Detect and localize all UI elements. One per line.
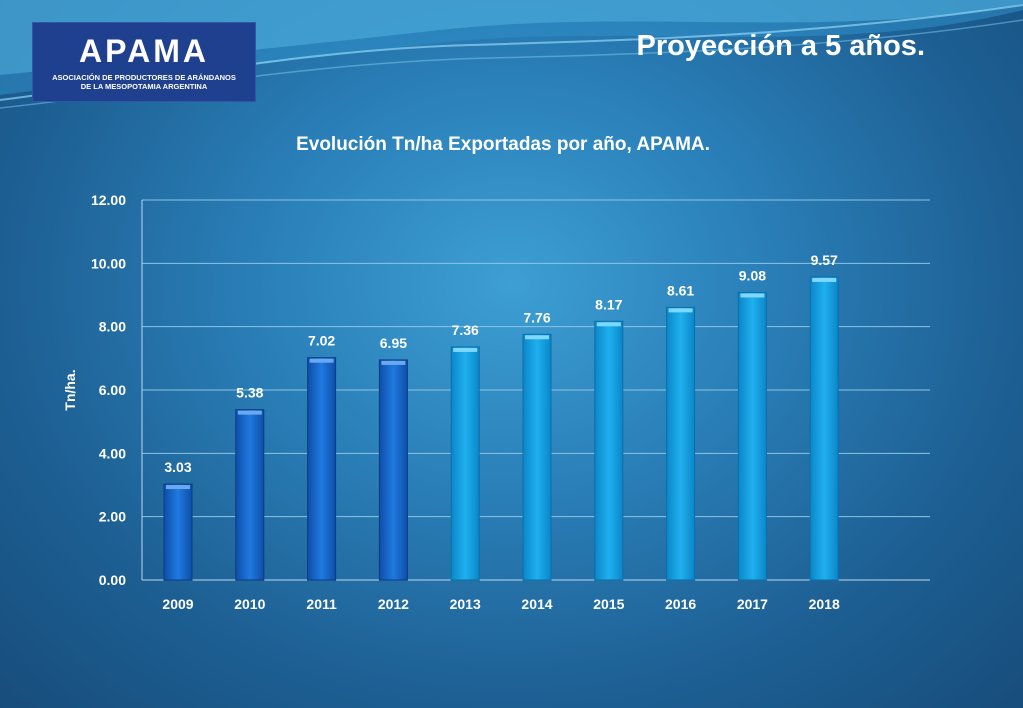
y-tick-label: 8.00 [99, 319, 126, 335]
bar-highlight [525, 335, 549, 340]
logo-wordmark: APAMA [79, 33, 209, 69]
bar [666, 306, 696, 581]
data-label: 7.02 [308, 333, 335, 349]
bar-highlight [740, 293, 765, 298]
bar-highlight [381, 360, 406, 365]
bar-highlight [812, 277, 837, 282]
y-tick-label: 4.00 [99, 445, 126, 461]
x-tick-label: 2011 [306, 596, 337, 612]
x-tick-label: 2010 [234, 596, 265, 612]
y-tick-label: 12.00 [91, 192, 126, 208]
bar [594, 320, 624, 581]
bar-highlight [166, 485, 190, 490]
bar [307, 357, 337, 581]
bar-highlight [453, 347, 478, 352]
x-tick-label: 2012 [378, 596, 409, 612]
y-tick-label: 10.00 [91, 255, 126, 271]
chart-title: Evolución Tn/ha Exportadas por año, APAM… [296, 134, 710, 155]
bar [163, 483, 193, 581]
x-tick-label: 2013 [450, 596, 481, 612]
x-tick-label: 2016 [665, 596, 696, 612]
bar-highlight [309, 358, 334, 363]
logo-tagline: ASOCIACIÓN DE PRODUCTORES DE ARÁNDANOS D… [33, 73, 255, 91]
bar [450, 346, 480, 581]
bar [737, 291, 767, 581]
data-label: 3.03 [164, 459, 191, 475]
x-tick-label: 2014 [521, 596, 552, 612]
y-tick-label: 2.00 [99, 509, 126, 525]
x-tick-label: 2015 [593, 596, 624, 612]
bar [378, 359, 408, 581]
data-label: 8.61 [667, 282, 694, 298]
data-label: 8.17 [595, 296, 622, 312]
y-axis-label: Tn/ha. [62, 369, 78, 410]
tick-labels: 0.00 2.00 4.00 6.00 8.00 10.00 12.00 2009 2010 20… [91, 192, 840, 612]
data-label: 7.36 [452, 322, 479, 338]
logo-tagline-line2: DE LA MESOPOTAMIA ARGENTINA [80, 82, 208, 91]
bars: 3.03 5.38 7.02 6.95 7.36 7.76 8.17 8.61 9.08 9.57 [163, 252, 839, 581]
slide-title: Proyección a 5 años. [636, 30, 925, 62]
bar [809, 276, 839, 581]
bar [235, 409, 265, 581]
bar-highlight [237, 410, 262, 415]
x-tick-label: 2018 [809, 596, 840, 612]
bar-highlight [668, 308, 693, 313]
y-tick-label: 6.00 [99, 382, 126, 398]
apama-logo: APAMA ASOCIACIÓN DE PRODUCTORES DE ARÁND… [32, 22, 256, 102]
bar-highlight [596, 322, 621, 327]
data-label: 7.76 [523, 309, 550, 325]
data-label: 6.95 [380, 335, 407, 351]
x-tick-label: 2017 [737, 596, 768, 612]
x-tick-label: 2009 [162, 596, 193, 612]
y-tick-label: 0.00 [99, 572, 126, 588]
data-label: 9.08 [739, 267, 766, 283]
data-label: 5.38 [236, 385, 263, 401]
bar [522, 333, 552, 581]
data-label: 9.57 [811, 252, 838, 268]
logo-tagline-line1: ASOCIACIÓN DE PRODUCTORES DE ARÁNDANOS [52, 73, 236, 82]
